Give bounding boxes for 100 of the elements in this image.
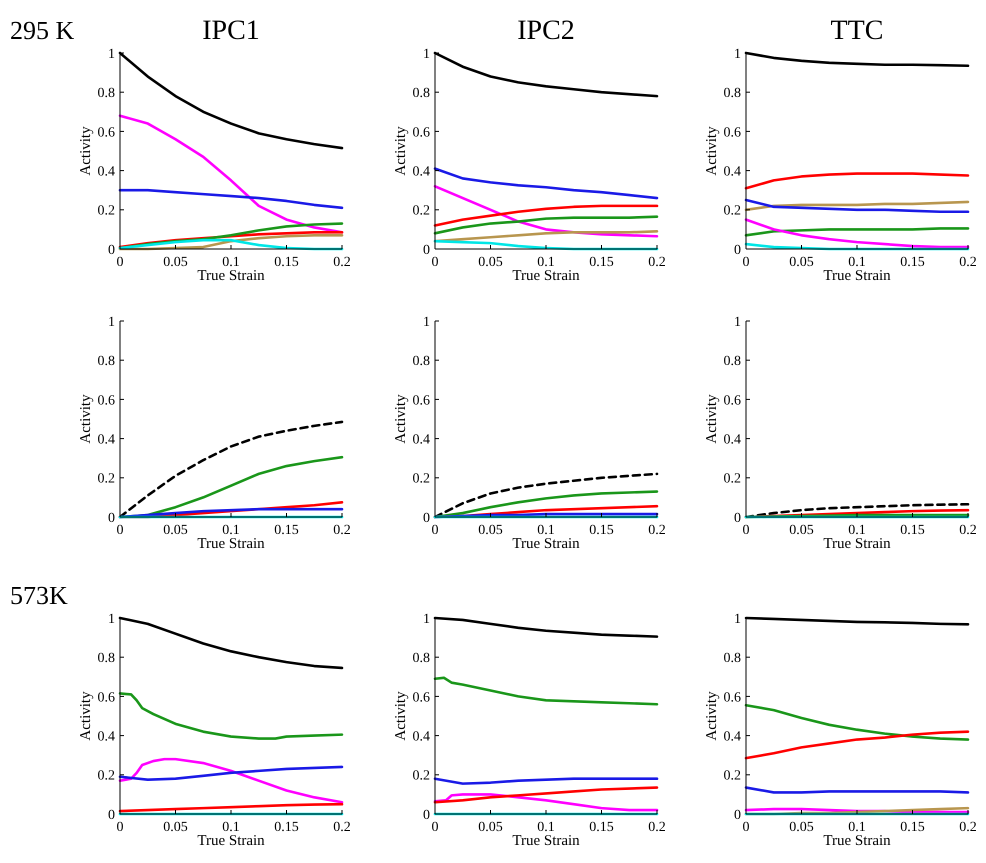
y-tick-label: 0.4 <box>724 432 741 448</box>
x-axis-title: True Strain <box>512 268 580 284</box>
y-tick-label: 0.8 <box>98 354 115 370</box>
x-tick-label: 0.05 <box>789 523 814 538</box>
y-tick-label: 0 <box>423 242 430 258</box>
y-tick-label: 1 <box>423 314 430 330</box>
y-tick-label: 0.6 <box>724 125 741 140</box>
y-axis-title: Activity <box>78 394 94 444</box>
x-tick-label: 0.2 <box>959 255 977 270</box>
x-tick-label: 0.2 <box>959 820 977 835</box>
y-tick-label: 0 <box>734 510 741 526</box>
x-axis-title: True Strain <box>512 536 580 552</box>
y-tick-label: 0.4 <box>412 432 430 448</box>
x-axis-title: True Strain <box>823 536 892 552</box>
y-axis-title: Activity <box>78 690 94 741</box>
y-tick-label: 0.2 <box>412 472 430 487</box>
x-tick-label: 0.05 <box>789 255 814 270</box>
x-tick-label: 0.1 <box>537 820 555 835</box>
x-tick-label: 0.15 <box>274 820 299 835</box>
chart-title: TTC <box>830 15 884 46</box>
x-axis-title: True Strain <box>823 268 892 284</box>
y-tick-label: 0.2 <box>98 204 115 219</box>
y-tick-label: 0.8 <box>412 354 430 370</box>
y-tick-label: 0 <box>108 808 115 823</box>
y-tick-label: 0.2 <box>98 472 115 487</box>
x-tick-label: 0.05 <box>163 820 188 835</box>
y-tick-label: 0.2 <box>724 204 741 219</box>
x-tick-label: 0.05 <box>478 255 503 270</box>
x-tick-label: 0.1 <box>537 255 555 270</box>
x-tick-label: 0.2 <box>648 523 666 538</box>
x-tick-label: 0.1 <box>537 523 555 538</box>
y-tick-label: 0.2 <box>724 472 741 487</box>
y-tick-label: 0.6 <box>412 125 430 140</box>
y-tick-label: 1 <box>734 314 741 330</box>
y-tick-label: 1 <box>734 612 741 627</box>
x-axis-title: True Strain <box>823 833 892 849</box>
x-tick-label: 0.2 <box>333 820 351 835</box>
y-tick-label: 0.4 <box>412 164 430 180</box>
y-tick-label: 0.6 <box>724 690 741 706</box>
text: 295 K <box>10 16 74 45</box>
y-tick-label: 0 <box>108 510 115 526</box>
y-tick-label: 0.8 <box>724 651 741 666</box>
x-tick-label: 0.05 <box>478 523 503 538</box>
x-tick-label: 0.2 <box>959 523 977 538</box>
x-tick-label: 0.15 <box>900 523 925 538</box>
y-tick-label: 0.6 <box>98 125 115 140</box>
y-tick-label: 0.8 <box>412 86 430 102</box>
y-tick-label: 0.6 <box>98 690 115 706</box>
x-tick-label: 0.1 <box>848 255 866 270</box>
y-tick-label: 0.4 <box>724 164 741 180</box>
y-tick-label: 0.2 <box>412 204 430 219</box>
x-tick-label: 0.1 <box>222 820 240 835</box>
y-tick-label: 0.2 <box>412 768 430 784</box>
y-tick-label: 1 <box>108 612 115 627</box>
y-axis-title: Activity <box>704 394 720 444</box>
chart-title: IPC2 <box>517 15 575 46</box>
y-axis-title: Activity <box>704 690 720 741</box>
y-tick-label: 1 <box>108 46 115 62</box>
x-axis-title: True Strain <box>512 833 580 849</box>
y-tick-label: 0.4 <box>412 730 430 744</box>
x-tick-label: 0.1 <box>222 255 240 270</box>
x-tick-label: 0.2 <box>648 255 666 270</box>
text: 573K <box>10 581 68 610</box>
chart-title: IPC1 <box>202 15 260 46</box>
x-tick-label: 0.05 <box>163 523 188 538</box>
y-axis-title: Activity <box>393 126 409 176</box>
y-axis-title: Activity <box>704 126 720 176</box>
y-tick-label: 1 <box>423 612 430 627</box>
y-tick-label: 0.6 <box>98 393 115 408</box>
x-tick-label: 0.2 <box>333 255 351 270</box>
y-tick-label: 0.8 <box>98 651 115 666</box>
y-tick-label: 0 <box>734 808 741 823</box>
x-tick-label: 0.05 <box>789 820 814 835</box>
x-tick-label: 0.05 <box>478 820 503 835</box>
x-tick-label: 0.2 <box>648 820 666 835</box>
y-tick-label: 0.2 <box>724 768 741 784</box>
x-tick-label: 0.15 <box>589 255 614 270</box>
x-tick-label: 0.15 <box>900 255 925 270</box>
x-tick-label: 0.1 <box>848 820 866 835</box>
y-tick-label: 0 <box>108 242 115 258</box>
x-tick-label: 0.2 <box>333 523 351 538</box>
y-tick-label: 0 <box>423 510 430 526</box>
y-tick-label: 0.8 <box>724 354 741 370</box>
y-tick-label: 1 <box>734 46 741 62</box>
x-axis-title: True Strain <box>197 268 266 284</box>
x-tick-label: 0.15 <box>274 523 299 538</box>
y-tick-label: 0 <box>734 242 741 258</box>
y-tick-label: 0.2 <box>98 768 115 784</box>
y-tick-label: 0.4 <box>98 432 115 448</box>
x-tick-label: 0.15 <box>274 255 299 270</box>
y-tick-label: 0.4 <box>98 164 115 180</box>
y-axis-title: Activity <box>78 126 94 176</box>
y-tick-label: 0.6 <box>412 393 430 408</box>
x-tick-label: 0.15 <box>589 523 614 538</box>
x-axis-title: True Strain <box>197 536 266 552</box>
y-tick-label: 1 <box>423 46 430 62</box>
y-tick-label: 0.8 <box>724 86 741 102</box>
x-tick-label: 0.15 <box>589 820 614 835</box>
x-tick-label: 0.1 <box>222 523 240 538</box>
y-tick-label: 0.8 <box>412 651 430 666</box>
